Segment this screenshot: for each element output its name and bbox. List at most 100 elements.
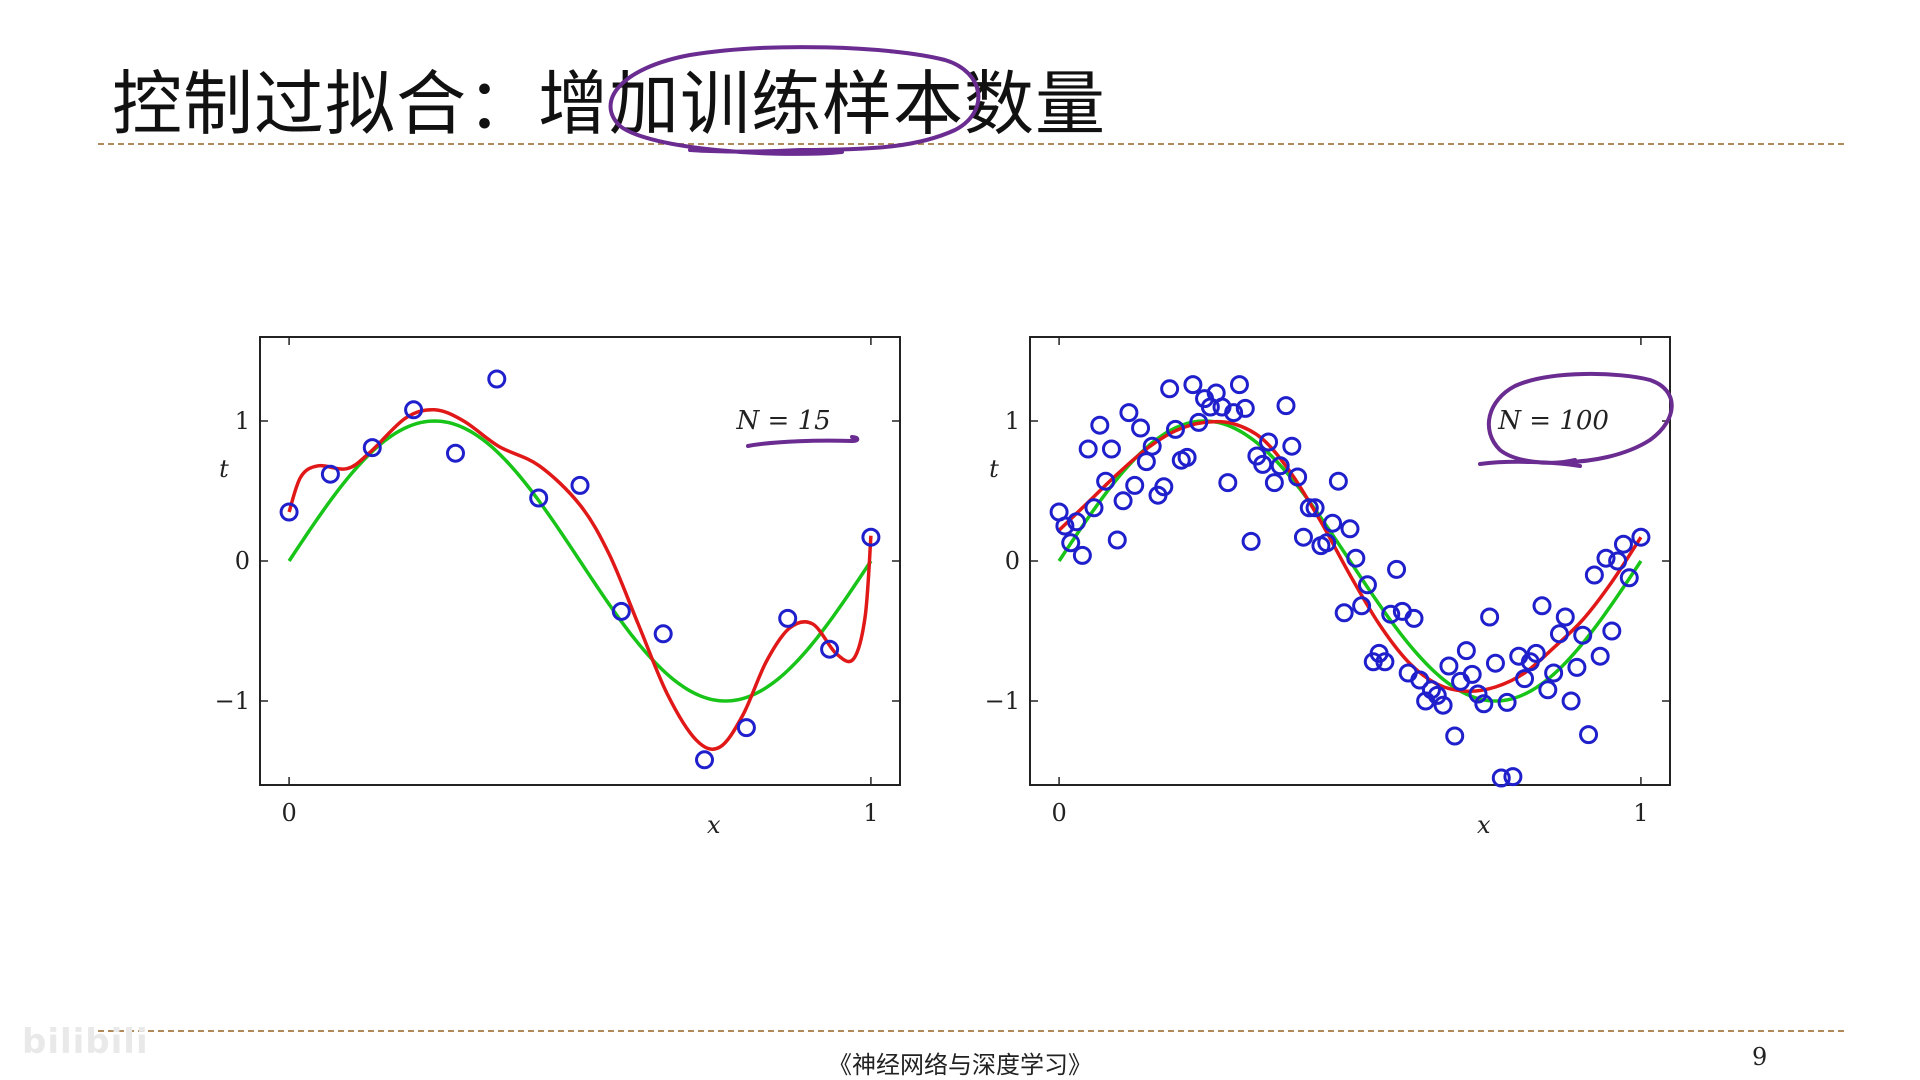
data-point bbox=[1253, 454, 1273, 474]
data-point bbox=[1165, 419, 1185, 439]
data-point bbox=[1299, 498, 1319, 518]
data-point bbox=[1579, 725, 1599, 745]
data-point bbox=[1584, 565, 1604, 585]
data-point bbox=[570, 475, 590, 495]
data-point bbox=[1404, 608, 1424, 628]
true-function-curve bbox=[287, 419, 873, 703]
data-point bbox=[1439, 656, 1459, 676]
data-point bbox=[695, 750, 715, 770]
data-point bbox=[1282, 436, 1302, 456]
data-point bbox=[1445, 726, 1465, 746]
data-point bbox=[1433, 695, 1453, 715]
data-point bbox=[1357, 575, 1377, 595]
data-point bbox=[611, 601, 631, 621]
data-point bbox=[736, 718, 756, 738]
data-point bbox=[1340, 519, 1360, 539]
data-point bbox=[1259, 432, 1279, 452]
data-point bbox=[1241, 531, 1261, 551]
data-point bbox=[1107, 530, 1127, 550]
footer-book-title: 《神经网络与深度学习》 bbox=[828, 1051, 1092, 1079]
data-point bbox=[1573, 625, 1593, 645]
data-point bbox=[1224, 403, 1244, 423]
data-point bbox=[1328, 471, 1348, 491]
data-point bbox=[1072, 545, 1092, 565]
sample-count-label: N = 15 bbox=[736, 406, 831, 436]
data-point bbox=[1218, 473, 1238, 493]
data-point bbox=[1084, 498, 1104, 518]
data-point bbox=[1456, 641, 1476, 661]
data-point bbox=[1125, 475, 1145, 495]
data-point bbox=[529, 488, 549, 508]
data-point bbox=[1352, 596, 1372, 616]
slide-title: 控制过拟合：增加训练样本数量 bbox=[112, 63, 1106, 145]
data-point bbox=[820, 639, 840, 659]
data-point bbox=[1375, 652, 1395, 672]
data-point bbox=[1596, 548, 1616, 568]
data-point bbox=[1468, 684, 1488, 704]
data-point bbox=[1235, 398, 1255, 418]
data-point bbox=[1346, 548, 1366, 568]
data-point bbox=[1264, 473, 1284, 493]
chart-n100: 0 1 −1 0 1 x t N = 100 bbox=[985, 336, 1671, 839]
data-point bbox=[1276, 396, 1296, 416]
data-point bbox=[1177, 447, 1197, 467]
data-point bbox=[1067, 512, 1087, 532]
data-point bbox=[1334, 603, 1354, 623]
data-point bbox=[1293, 527, 1313, 547]
data-point bbox=[1113, 491, 1133, 511]
x-tick-label: 1 bbox=[863, 799, 878, 827]
data-point bbox=[1532, 596, 1552, 616]
data-point bbox=[1090, 415, 1110, 435]
data-point bbox=[1515, 669, 1535, 689]
data-point bbox=[1427, 685, 1447, 705]
chart-n15: 0 1 −1 0 1 x t N = 15 bbox=[215, 336, 901, 839]
data-point bbox=[1503, 767, 1523, 787]
data-point bbox=[1131, 418, 1151, 438]
data-point bbox=[1229, 375, 1249, 395]
x-tick-label: 1 bbox=[1633, 799, 1648, 827]
data-point bbox=[1526, 643, 1546, 663]
data-point bbox=[1485, 653, 1505, 673]
x-axis-label: x bbox=[1477, 811, 1491, 839]
data-point bbox=[1474, 694, 1494, 714]
header-divider bbox=[98, 143, 1844, 145]
y-tick-label: 1 bbox=[235, 407, 250, 435]
data-point bbox=[1590, 646, 1610, 666]
y-axis-label: t bbox=[989, 455, 999, 483]
x-tick-label: 0 bbox=[281, 799, 296, 827]
data-point bbox=[1119, 403, 1139, 423]
data-point bbox=[861, 527, 881, 547]
page-number: 9 bbox=[1752, 1043, 1768, 1071]
data-point bbox=[1491, 768, 1511, 788]
data-point bbox=[1101, 439, 1121, 459]
data-point bbox=[1183, 375, 1203, 395]
data-point bbox=[1142, 436, 1162, 456]
data-point bbox=[1421, 680, 1441, 700]
data-point bbox=[1078, 439, 1098, 459]
data-point bbox=[1061, 533, 1081, 553]
y-tick-label: 0 bbox=[235, 547, 250, 575]
y-tick-label: 1 bbox=[1005, 407, 1020, 435]
data-point bbox=[1538, 680, 1558, 700]
data-point bbox=[1189, 412, 1209, 432]
data-point bbox=[653, 624, 673, 644]
data-point bbox=[1317, 533, 1337, 553]
data-point bbox=[487, 369, 507, 389]
data-point bbox=[1497, 692, 1517, 712]
data-point bbox=[1270, 456, 1290, 476]
data-point bbox=[1288, 467, 1308, 487]
data-point bbox=[1555, 607, 1575, 627]
data-point bbox=[1613, 534, 1633, 554]
y-tick-label: 0 bbox=[1005, 547, 1020, 575]
data-point bbox=[1631, 527, 1651, 547]
data-point bbox=[1462, 664, 1482, 684]
data-point bbox=[279, 502, 299, 522]
y-axis-label: t bbox=[219, 455, 229, 483]
y-tick-label: −1 bbox=[215, 687, 250, 715]
data-point bbox=[1567, 657, 1587, 677]
data-point bbox=[1549, 624, 1569, 644]
data-point bbox=[1305, 498, 1325, 518]
y-tick-label: −1 bbox=[985, 687, 1020, 715]
footer-divider bbox=[98, 1030, 1844, 1032]
data-point bbox=[404, 400, 424, 420]
